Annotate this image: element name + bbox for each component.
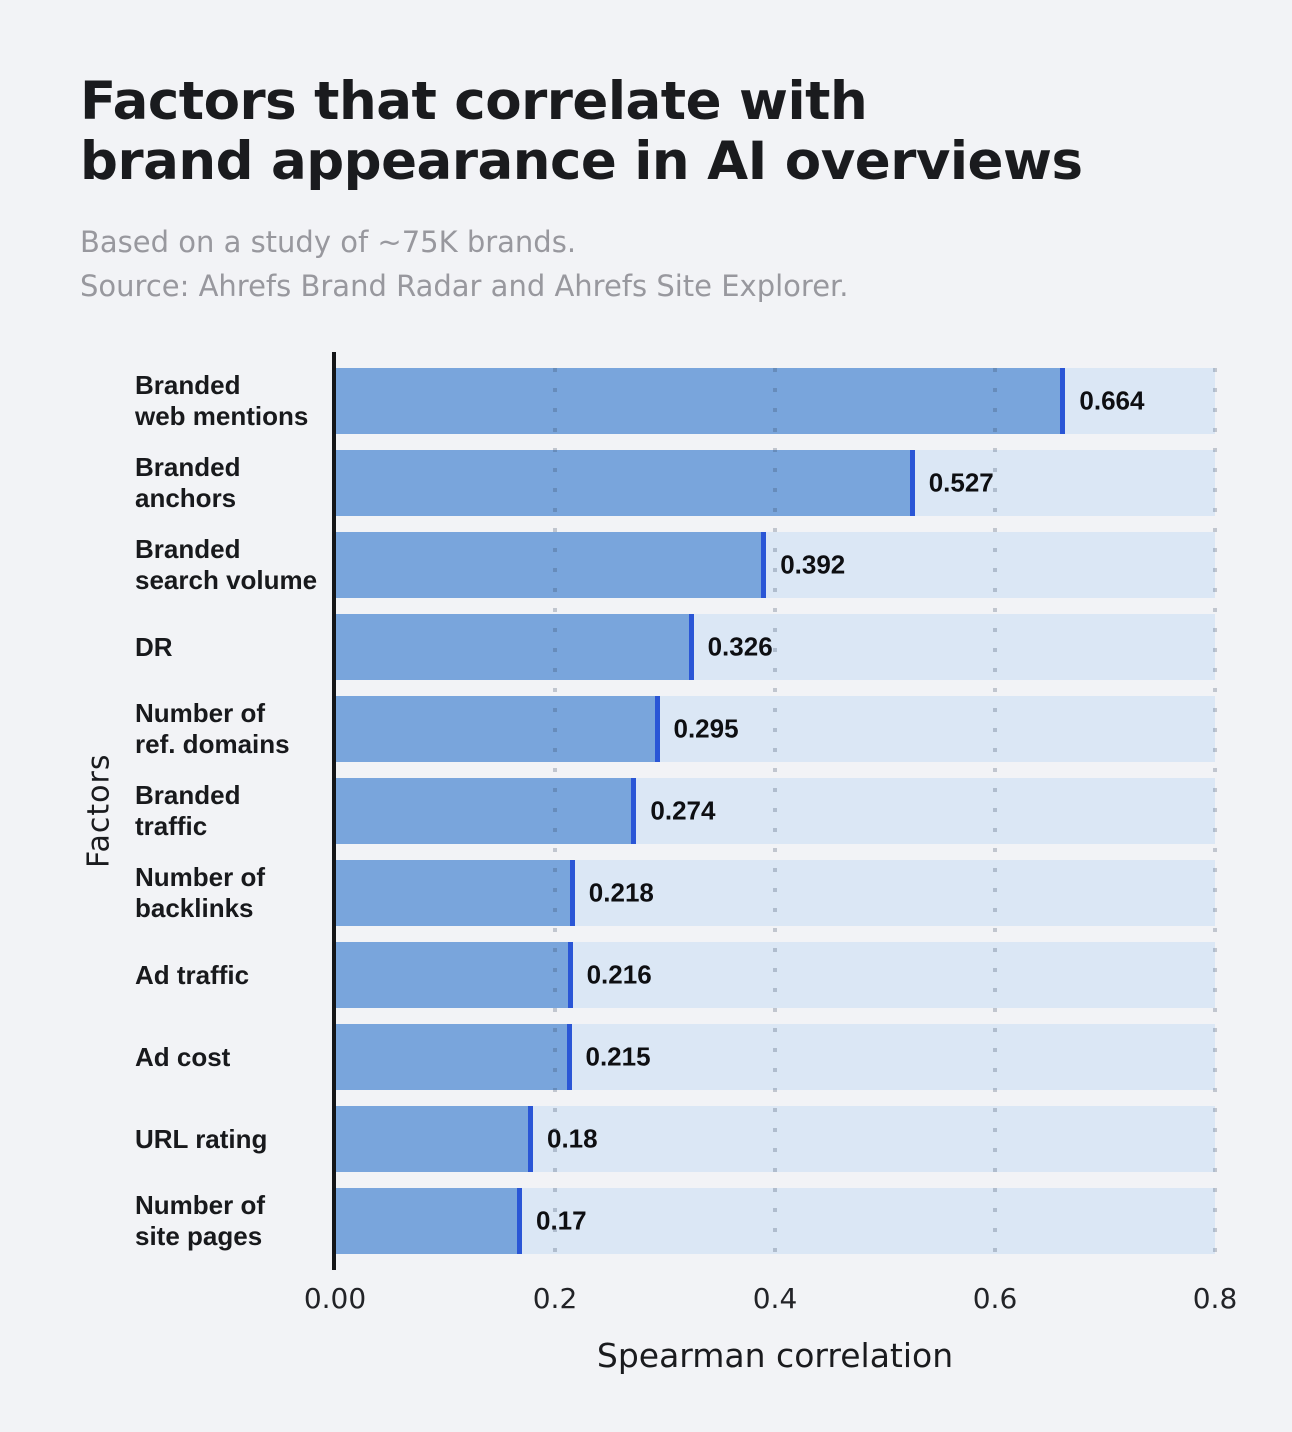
category-label-line: DR bbox=[135, 631, 173, 662]
bar-value-label: 0.664 bbox=[1079, 385, 1145, 416]
category-label: Number of ref. domains bbox=[80, 698, 335, 760]
bar bbox=[335, 696, 660, 762]
x-tick-label: 0.2 bbox=[532, 1282, 578, 1315]
x-tick-label: 0.6 bbox=[972, 1282, 1018, 1315]
plot-area: Factors Branded web mentions 0.664 Branded a… bbox=[80, 352, 1217, 1270]
category-label: URL rating bbox=[80, 1124, 335, 1155]
bar-value-label: 0.216 bbox=[586, 959, 652, 990]
bar bbox=[335, 532, 767, 598]
category-label-line: web mentions bbox=[135, 401, 309, 431]
category-label-line: site pages bbox=[135, 1221, 263, 1251]
bar-track: 0.274 bbox=[335, 778, 1215, 844]
chart-row: Number of ref. domains 0.295 bbox=[80, 696, 1215, 762]
y-axis-line bbox=[332, 352, 336, 1270]
category-label: Branded traffic bbox=[80, 780, 335, 842]
bar-track: 0.216 bbox=[335, 942, 1215, 1008]
category-label: Branded search volume bbox=[80, 534, 335, 596]
header: Factors that correlate with brand appear… bbox=[80, 72, 1215, 308]
category-label-line: Number of bbox=[135, 698, 265, 728]
bar bbox=[335, 1106, 533, 1172]
bar-track: 0.295 bbox=[335, 696, 1215, 762]
chart-subtitle-line-1: Based on a study of ~75K brands. bbox=[80, 225, 577, 259]
bar bbox=[335, 942, 573, 1008]
category-label-line: URL rating bbox=[135, 1123, 268, 1154]
category-label-line: Branded bbox=[135, 534, 241, 564]
chart-row: Branded traffic 0.274 bbox=[80, 778, 1215, 844]
chart-row: Number of backlinks 0.218 bbox=[80, 860, 1215, 926]
chart-subtitle: Based on a study of ~75K brands. Source:… bbox=[80, 220, 1215, 308]
bar-track: 0.527 bbox=[335, 450, 1215, 516]
chart-title: Factors that correlate with brand appear… bbox=[80, 72, 1215, 192]
chart-rows: Branded web mentions 0.664 Branded anchors 0.… bbox=[80, 368, 1215, 1254]
category-label: Number of backlinks bbox=[80, 862, 335, 924]
category-label-line: ref. domains bbox=[135, 729, 290, 759]
bar bbox=[335, 860, 575, 926]
chart-row: Branded anchors 0.527 bbox=[80, 450, 1215, 516]
x-axis-title: Spearman correlation bbox=[596, 1336, 954, 1375]
x-tick-label: 0.4 bbox=[752, 1282, 798, 1315]
chart-row: Branded search volume 0.392 bbox=[80, 532, 1215, 598]
category-label: DR bbox=[80, 632, 335, 663]
category-label: Number of site pages bbox=[80, 1190, 335, 1252]
bar-value-label: 0.527 bbox=[928, 467, 994, 498]
bar bbox=[335, 614, 694, 680]
bar bbox=[335, 1188, 522, 1254]
category-label-line: backlinks bbox=[135, 893, 254, 923]
bar-track: 0.215 bbox=[335, 1024, 1215, 1090]
category-label-line: Number of bbox=[135, 1190, 265, 1220]
x-tick-label: 0.8 bbox=[1192, 1282, 1238, 1315]
category-label-line: Branded bbox=[135, 452, 241, 482]
category-label: Ad cost bbox=[80, 1042, 335, 1073]
bar bbox=[335, 450, 915, 516]
bar-track: 0.17 bbox=[335, 1188, 1215, 1254]
bar bbox=[335, 1024, 572, 1090]
chart-title-line-1: Factors that correlate with bbox=[80, 71, 868, 132]
category-label-line: Branded bbox=[135, 780, 241, 810]
chart-row: URL rating 0.18 bbox=[80, 1106, 1215, 1172]
bar-track: 0.392 bbox=[335, 532, 1215, 598]
chart-row: DR 0.326 bbox=[80, 614, 1215, 680]
category-label-line: traffic bbox=[135, 811, 208, 841]
x-tick-label: 0.00 bbox=[303, 1282, 367, 1315]
chart-row: Ad traffic 0.216 bbox=[80, 942, 1215, 1008]
chart-row: Branded web mentions 0.664 bbox=[80, 368, 1215, 434]
bar-track: 0.664 bbox=[335, 368, 1215, 434]
category-label-line: anchors bbox=[135, 483, 237, 513]
x-axis-ticks: 0.00 0.2 0.4 0.6 0.8 bbox=[304, 1282, 1237, 1316]
category-label-line: Ad cost bbox=[135, 1041, 231, 1072]
bar-value-label: 0.17 bbox=[536, 1205, 587, 1236]
chart-row: Number of site pages 0.17 bbox=[80, 1188, 1215, 1254]
bar-value-label: 0.274 bbox=[650, 795, 716, 826]
bar-value-label: 0.218 bbox=[588, 877, 654, 908]
category-label-line: Number of bbox=[135, 862, 265, 892]
chart-title-line-2: brand appearance in AI overviews bbox=[80, 131, 1083, 192]
category-label-line: search volume bbox=[135, 565, 318, 595]
bar-value-label: 0.392 bbox=[780, 549, 846, 580]
bar-track: 0.18 bbox=[335, 1106, 1215, 1172]
category-label-line: Branded bbox=[135, 370, 241, 400]
category-label: Branded anchors bbox=[80, 452, 335, 514]
bar-chart: Factors Branded web mentions 0.664 Branded a… bbox=[80, 352, 1237, 1375]
bar-value-label: 0.326 bbox=[707, 631, 773, 662]
bar-track: 0.218 bbox=[335, 860, 1215, 926]
bar-track: 0.326 bbox=[335, 614, 1215, 680]
category-label: Branded web mentions bbox=[80, 370, 335, 432]
bar bbox=[335, 368, 1066, 434]
chart-subtitle-line-2: Source: Ahrefs Brand Radar and Ahrefs Si… bbox=[80, 269, 849, 303]
category-label-line: Ad traffic bbox=[135, 959, 250, 990]
bar-value-label: 0.215 bbox=[585, 1041, 651, 1072]
category-label: Ad traffic bbox=[80, 960, 335, 991]
bar bbox=[335, 778, 637, 844]
bar-value-label: 0.18 bbox=[547, 1123, 598, 1154]
chart-row: Ad cost 0.215 bbox=[80, 1024, 1215, 1090]
bar-value-label: 0.295 bbox=[673, 713, 739, 744]
